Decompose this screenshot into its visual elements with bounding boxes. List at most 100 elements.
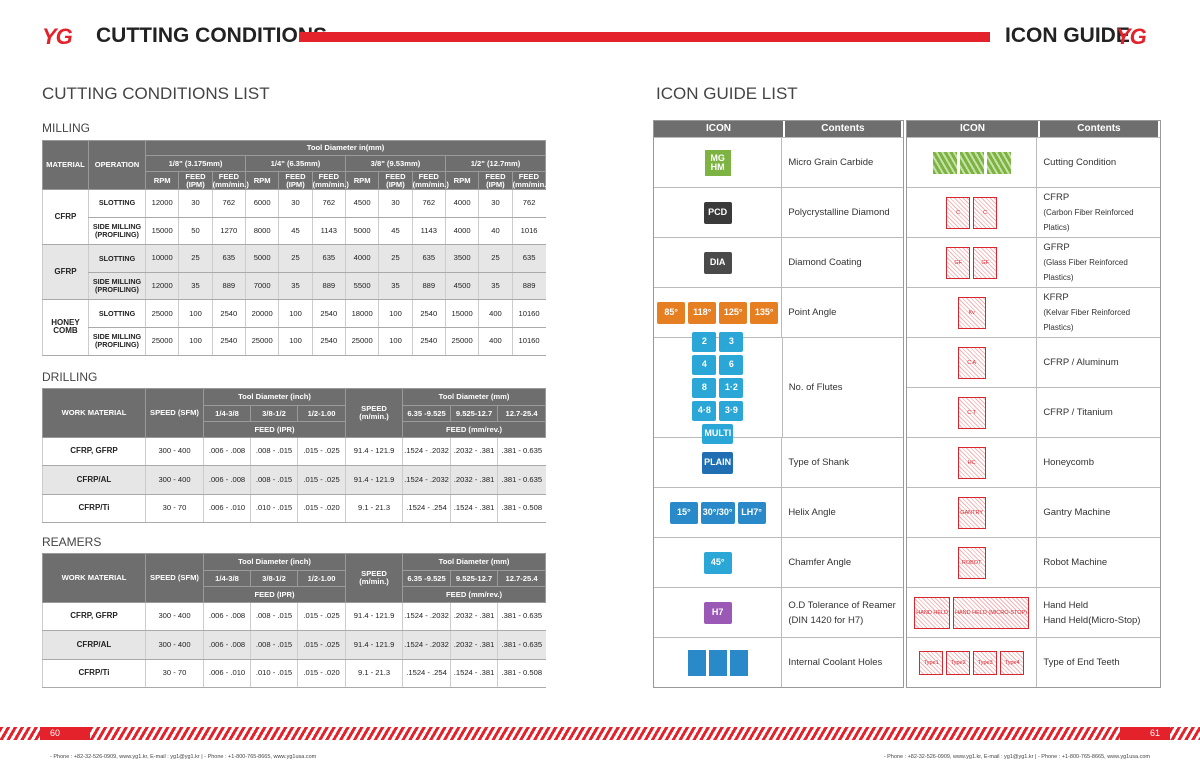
header-cell: RPM	[244, 171, 280, 190]
icon: LH7°	[737, 501, 766, 524]
icon-row: C A CFRP / Aluminum	[907, 337, 1160, 387]
contents-cell: Hand Held Hand Held(Micro-Stop)	[1037, 588, 1160, 637]
table-row: HONEY COMB SLOTTING 25000 100 2540 20000 100 25…	[42, 299, 546, 356]
icon-cell: HAND HELD HAND HELD (MICRO-STOP)	[907, 588, 1038, 637]
value-cell: .006 - .008	[203, 437, 251, 467]
header-cell: RPM	[344, 171, 380, 190]
contents-text: Micro Grain Carbide	[788, 157, 874, 168]
value-cell: .1524 - .254	[402, 659, 451, 688]
contents-cell: Type of Shank	[782, 438, 903, 487]
value-cell: .008 - .015	[250, 437, 298, 467]
value-cell: 18000	[344, 299, 379, 328]
header-cell: ICON	[654, 121, 785, 137]
value-cell: 35	[278, 272, 313, 301]
header-cell: 1/2-1.00	[296, 570, 347, 587]
operation-cell: SLOTTING	[88, 244, 146, 273]
value-cell: 762	[311, 189, 346, 218]
icon: C	[946, 196, 971, 229]
header-cell: 1/4-3/8	[203, 405, 251, 422]
header-cell: SPEED (SFM)	[145, 553, 204, 603]
value-cell: 8000	[244, 217, 279, 246]
value-cell: .015 - .025	[296, 630, 346, 660]
icon-cell	[907, 138, 1038, 187]
value-cell: 2540	[311, 327, 346, 356]
header-cell: FEED (IPM)	[478, 171, 513, 190]
table-row: 1/4-3/8 3/8-1/2 1/2-1.00 6.35 -9.525 9.525-1…	[43, 570, 547, 587]
icon: Type3	[973, 650, 998, 675]
table-row: WORK MATERIAL SPEED (SFM) Tool Diameter (i…	[42, 388, 547, 438]
icon-label: MG	[710, 152, 725, 163]
icon-cell: DIA	[654, 238, 783, 287]
contents-text: Type of Shank	[788, 457, 850, 468]
value-cell: 2540	[211, 327, 246, 356]
icon: GANTRY	[957, 496, 986, 529]
header-cell: 1/2-1.00	[296, 405, 347, 422]
value-cell: 400	[478, 327, 513, 356]
icon: H7	[703, 601, 732, 624]
page-number: 61	[1120, 727, 1170, 740]
header-cell: SPEED (m/min.)	[345, 388, 404, 438]
contents-text: Gantry Machine	[1043, 507, 1111, 518]
value-cell: 889	[511, 272, 546, 301]
value-cell: 300 - 400	[145, 437, 204, 467]
contents-cell: Internal Coolant Holes	[782, 638, 903, 687]
value-cell: 15000	[444, 299, 479, 328]
section-title: ICON GUIDE LIST	[656, 84, 798, 103]
table: WORK MATERIAL SPEED (SFM) Tool Diameter (i…	[42, 388, 547, 523]
header-cell: FEED (mm/min.)	[211, 171, 249, 190]
icon: DIA	[703, 251, 732, 274]
contents-text: Hand Held(Micro-Stop)	[1043, 614, 1141, 626]
material-cell: CFRP/Ti	[42, 494, 146, 523]
value-cell: 5000	[244, 244, 279, 273]
material-cell: CFRP/AL	[42, 465, 146, 495]
logo: YG	[42, 24, 73, 49]
icon: C T	[957, 396, 986, 429]
contents-text: CFRP / Aluminum	[1043, 357, 1119, 368]
value-cell: 889	[411, 272, 446, 301]
contents-cell: Cutting Condition	[1037, 138, 1160, 187]
table-row: CFRP SLOTTING 12000 30 762 6000 30 762 4500 30 762…	[42, 189, 546, 246]
icon	[708, 649, 727, 676]
icon: Kv	[957, 296, 986, 329]
header-cell: 1/4-3/8	[203, 570, 251, 587]
value-cell: 100	[378, 327, 413, 356]
value-cell: 4000	[344, 244, 379, 273]
contents-text: CFRP	[1043, 192, 1070, 203]
header-cell: Tool Diameter in(mm)	[144, 140, 547, 156]
header-cell: MATERIAL	[42, 140, 89, 190]
contents-text: Robot Machine	[1043, 557, 1108, 568]
value-cell: .015 - .020	[296, 494, 346, 523]
table-row: SIDE MILLING (PROFILING) 15000 50 1270 8000 4…	[43, 217, 546, 246]
icon: MG HM	[704, 149, 731, 176]
header-cell: FEED (mm/min.)	[411, 171, 449, 190]
material-cell: CFRP, GFRP	[42, 437, 146, 467]
value-cell: 12000	[144, 189, 179, 218]
contents-text: Hand Held	[1043, 599, 1089, 611]
contents-cell: Helix Angle	[782, 488, 903, 537]
contents-text: Type of End Teeth	[1043, 657, 1120, 668]
header-cell: Tool Diameter (mm)	[402, 553, 547, 571]
icon: GF	[946, 246, 971, 279]
value-cell: 100	[378, 299, 413, 328]
value-cell: 100	[178, 327, 213, 356]
value-cell: 1143	[311, 217, 346, 246]
subsection-title: MILLING	[42, 121, 91, 135]
value-cell: 2540	[311, 299, 346, 328]
header-cell: RPM	[444, 171, 480, 190]
icon	[932, 151, 957, 174]
value-cell: 635	[511, 244, 546, 273]
contents-text: GFRP	[1043, 242, 1070, 253]
value-cell: .015 - .025	[296, 437, 346, 467]
table-row: CFRP, GFRP 300 - 400.006 - .008.008 - .01…	[42, 437, 546, 467]
value-cell: 1270	[211, 217, 246, 246]
header-cell: 6.35 -9.525	[402, 570, 452, 587]
icon-cell	[654, 638, 783, 687]
icon: 135°	[750, 301, 779, 324]
value-cell: 30	[278, 189, 313, 218]
table-row: CFRP/Ti 30 - 70.006 - .010.010 - .015.015…	[42, 659, 546, 688]
contents-cell: Gantry Machine	[1037, 488, 1160, 537]
value-cell: .2032 - .381	[450, 437, 498, 467]
value-cell: 762	[511, 189, 546, 218]
contents-text: No. of Flutes	[788, 382, 843, 393]
logo: YG	[1116, 24, 1147, 49]
